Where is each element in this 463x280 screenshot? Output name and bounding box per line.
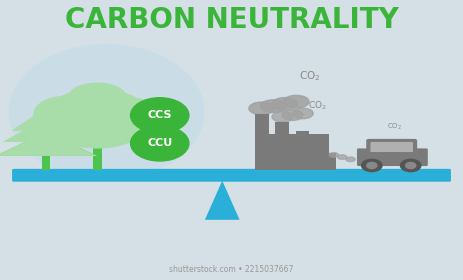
Circle shape [362, 159, 382, 172]
FancyBboxPatch shape [370, 142, 413, 152]
Text: CCS: CCS [148, 110, 172, 120]
Polygon shape [205, 181, 240, 220]
FancyBboxPatch shape [357, 148, 428, 166]
Polygon shape [2, 118, 90, 142]
Polygon shape [0, 132, 97, 156]
Ellipse shape [329, 153, 338, 157]
Text: CO$_2$: CO$_2$ [387, 122, 402, 132]
Ellipse shape [293, 108, 313, 119]
Ellipse shape [346, 157, 355, 162]
Ellipse shape [284, 95, 309, 108]
Ellipse shape [100, 98, 158, 130]
Ellipse shape [260, 100, 286, 113]
FancyBboxPatch shape [275, 122, 289, 134]
Ellipse shape [44, 89, 151, 148]
FancyBboxPatch shape [12, 169, 451, 182]
Ellipse shape [272, 111, 293, 122]
Circle shape [131, 126, 189, 161]
FancyBboxPatch shape [42, 142, 50, 170]
Text: CO$_2$: CO$_2$ [299, 69, 320, 83]
FancyBboxPatch shape [255, 114, 269, 134]
FancyBboxPatch shape [366, 139, 417, 154]
Ellipse shape [249, 102, 275, 115]
FancyBboxPatch shape [93, 144, 101, 170]
Circle shape [406, 162, 416, 169]
Circle shape [400, 159, 421, 172]
FancyBboxPatch shape [301, 145, 329, 170]
Polygon shape [12, 107, 81, 131]
Text: CCU: CCU [147, 138, 172, 148]
Ellipse shape [68, 83, 126, 113]
Ellipse shape [34, 97, 97, 132]
FancyBboxPatch shape [255, 134, 329, 170]
Polygon shape [0, 132, 97, 156]
Ellipse shape [272, 97, 298, 110]
Text: CARBON NEUTRALITY: CARBON NEUTRALITY [64, 6, 399, 34]
Text: CO$_2$: CO$_2$ [308, 99, 327, 112]
FancyBboxPatch shape [296, 131, 309, 134]
Text: shutterstock.com • 2215037667: shutterstock.com • 2215037667 [169, 265, 294, 274]
Ellipse shape [9, 45, 204, 179]
Ellipse shape [338, 155, 347, 159]
Circle shape [367, 162, 377, 169]
Ellipse shape [282, 110, 303, 120]
FancyBboxPatch shape [317, 153, 336, 170]
Circle shape [131, 98, 189, 133]
